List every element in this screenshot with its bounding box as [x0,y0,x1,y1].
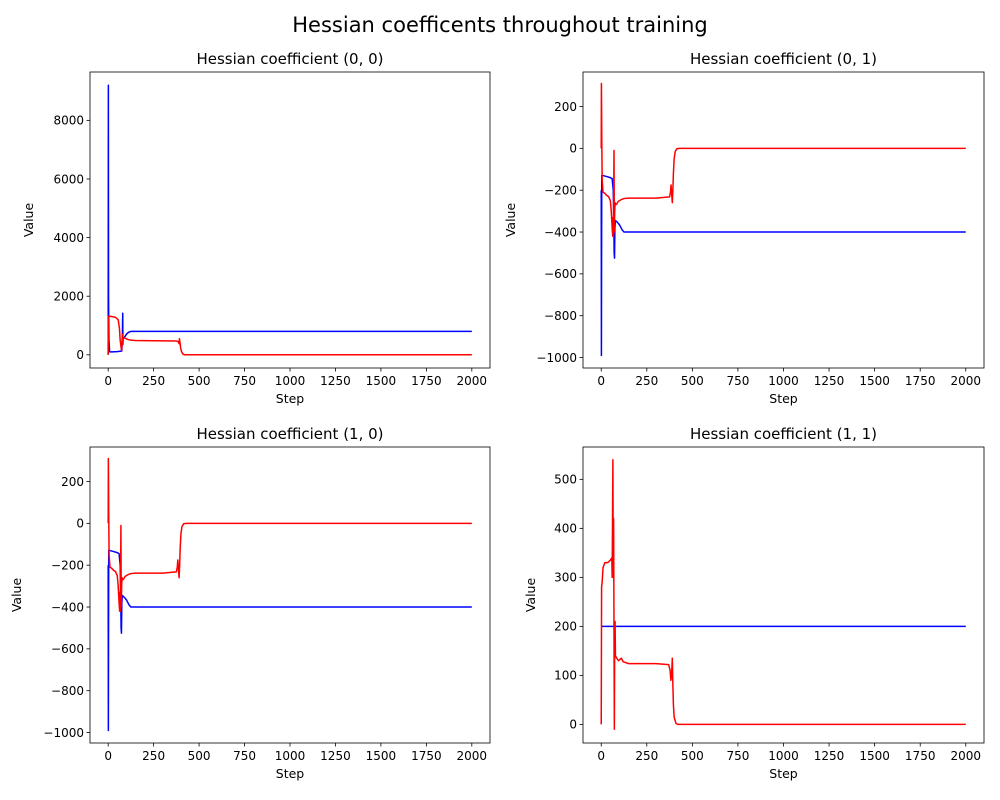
x-tick-label: 1250 [814,374,845,388]
series-line-0 [600,174,966,357]
x-tick-label: 0 [104,749,112,763]
x-tick-label: 250 [635,749,658,763]
y-tick-label: 400 [554,522,577,536]
y-tick-label: −800 [51,684,84,698]
axes-frame [582,71,985,369]
x-tick-label: 2000 [950,749,981,763]
x-axis-label: Step [769,766,798,781]
x-tick-label: 1250 [320,749,351,763]
y-axis-label: Value [523,578,538,613]
x-axis-label: Step [276,766,305,781]
x-axis-label: Step [769,391,798,406]
y-tick-label: 0 [569,142,577,156]
x-tick-label: 1750 [905,749,936,763]
y-tick-label: 0 [76,517,84,531]
x-tick-label: 1500 [859,374,890,388]
x-tick-label: 1750 [411,374,442,388]
x-tick-label: 1000 [275,374,306,388]
x-tick-label: 500 [681,749,704,763]
y-tick-label: 4000 [53,231,84,245]
series-line-1 [600,458,966,731]
axes-frame [89,71,491,369]
y-tick-label: 2000 [53,289,84,303]
x-tick-label: 750 [726,749,749,763]
series-line-0 [107,549,472,732]
subplot-3: 0 250 500 750 1000 1250 1500 1750 2000 0 100 200 300… [523,425,985,781]
series-line-1 [107,457,472,612]
x-axis-label: Step [276,391,305,406]
y-tick-label: −800 [544,309,577,323]
x-tick-label: 250 [142,749,165,763]
axes-frame [89,446,491,744]
x-tick-label: 0 [597,749,605,763]
x-tick-label: 1000 [768,749,799,763]
y-tick-label: −400 [544,225,577,239]
y-tick-label: 0 [569,718,577,732]
x-tick-label: 1000 [275,749,306,763]
series-line-1 [600,82,966,237]
y-tick-label: 6000 [53,172,84,186]
x-tick-label: 1500 [859,749,890,763]
x-tick-label: 250 [142,374,165,388]
x-tick-label: 2000 [950,374,981,388]
subplot-title: Hessian coefficient (0, 0) [196,50,383,68]
x-tick-label: 500 [681,374,704,388]
x-tick-label: 2000 [457,749,488,763]
y-tick-label: −1000 [536,351,577,365]
y-axis-label: Value [503,203,518,238]
x-tick-label: 0 [104,374,112,388]
y-axis-label: Value [21,203,36,238]
x-tick-label: 1250 [814,749,845,763]
subplot-1: 0 250 500 750 1000 1250 1500 1750 2000−1000−800−… [503,50,985,406]
x-tick-label: 1500 [366,374,397,388]
x-tick-label: 1000 [768,374,799,388]
x-tick-label: 750 [233,374,256,388]
x-tick-label: 1500 [366,749,397,763]
figure-title: Hessian coefficents throughout training [292,13,707,37]
subplot-title: Hessian coefficient (1, 1) [690,425,877,443]
x-tick-label: 750 [726,374,749,388]
y-tick-label: 100 [554,669,577,683]
y-axis-label: Value [9,578,24,613]
y-tick-label: −200 [51,558,84,572]
y-tick-label: 200 [554,620,577,634]
x-tick-label: 1250 [320,374,351,388]
y-tick-label: −600 [51,642,84,656]
y-tick-label: −1000 [43,726,84,740]
x-tick-label: 2000 [457,374,488,388]
subplot-title: Hessian coefficient (1, 0) [196,425,383,443]
y-tick-label: 200 [554,100,577,114]
y-tick-label: 300 [554,571,577,585]
x-tick-label: 0 [597,374,605,388]
x-tick-label: 500 [188,374,211,388]
y-tick-label: −600 [544,267,577,281]
x-tick-label: 250 [635,374,658,388]
x-tick-label: 1750 [905,374,936,388]
y-tick-label: 500 [554,473,577,487]
subplot-2: 0 250 500 750 1000 1250 1500 1750 2000−1000−800−… [9,425,491,781]
y-tick-label: −200 [544,183,577,197]
subplot-title: Hessian coefficient (0, 1) [690,50,877,68]
y-tick-label: −400 [51,600,84,614]
y-tick-label: 200 [61,475,84,489]
series-line-1 [107,315,472,356]
x-tick-label: 1750 [411,749,442,763]
x-tick-label: 750 [233,749,256,763]
series-line-0 [107,84,472,355]
y-tick-label: 8000 [53,114,84,128]
y-tick-label: 0 [76,348,84,362]
x-tick-label: 500 [188,749,211,763]
axes-frame [582,446,985,744]
subplot-0: 0 250 500 750 1000 1250 1500 1750 2000 0 2000 4000 6… [21,50,491,406]
